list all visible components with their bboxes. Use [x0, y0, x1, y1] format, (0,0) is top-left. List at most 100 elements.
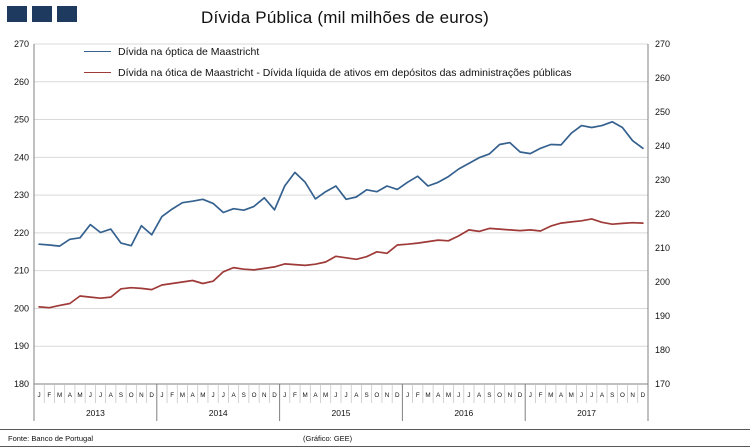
svg-text:270: 270 — [655, 39, 670, 49]
svg-text:F: F — [293, 392, 297, 399]
svg-text:220: 220 — [14, 228, 29, 238]
svg-text:J: J — [160, 392, 163, 399]
svg-text:210: 210 — [655, 243, 670, 253]
svg-text:M: M — [323, 392, 328, 399]
svg-text:S: S — [119, 392, 123, 399]
svg-text:2017: 2017 — [577, 408, 596, 418]
svg-text:J: J — [529, 392, 532, 399]
svg-text:2013: 2013 — [86, 408, 105, 418]
svg-text:J: J — [457, 392, 460, 399]
three-squares-logo — [7, 6, 77, 22]
svg-text:O: O — [497, 392, 502, 399]
svg-text:220: 220 — [655, 209, 670, 219]
svg-text:D: D — [395, 392, 400, 399]
svg-text:J: J — [38, 392, 41, 399]
svg-text:A: A — [354, 392, 359, 399]
svg-text:200: 200 — [655, 277, 670, 287]
svg-text:J: J — [222, 392, 225, 399]
source-note: Fonte: Banco de Portugal — [8, 434, 94, 443]
svg-text:A: A — [600, 392, 605, 399]
svg-text:M: M — [200, 392, 205, 399]
svg-text:270: 270 — [14, 39, 29, 49]
footer: Fonte: Banco de Portugal (Gráfico: GEE) — [0, 429, 750, 447]
svg-text:F: F — [539, 392, 543, 399]
svg-text:D: D — [272, 392, 277, 399]
legend-line-blue-icon — [84, 51, 111, 52]
svg-text:200: 200 — [14, 303, 29, 313]
svg-text:M: M — [548, 392, 553, 399]
svg-text:240: 240 — [655, 141, 670, 151]
svg-text:180: 180 — [655, 345, 670, 355]
svg-text:F: F — [47, 392, 51, 399]
svg-text:250: 250 — [655, 107, 670, 117]
svg-text:210: 210 — [14, 266, 29, 276]
svg-text:M: M — [446, 392, 451, 399]
svg-text:J: J — [345, 392, 348, 399]
svg-text:S: S — [487, 392, 491, 399]
svg-text:240: 240 — [14, 152, 29, 162]
legend-line-red-icon — [84, 72, 111, 73]
svg-text:190: 190 — [14, 341, 29, 351]
svg-text:O: O — [129, 392, 134, 399]
svg-text:A: A — [477, 392, 482, 399]
svg-text:S: S — [364, 392, 368, 399]
svg-text:N: N — [508, 392, 513, 399]
svg-text:F: F — [170, 392, 174, 399]
logo-square-icon — [32, 6, 52, 22]
svg-text:A: A — [436, 392, 441, 399]
svg-text:D: D — [149, 392, 154, 399]
svg-text:M: M — [180, 392, 185, 399]
svg-text:M: M — [303, 392, 308, 399]
svg-text:260: 260 — [655, 73, 670, 83]
chart-title: Dívida Pública (mil milhões de euros) — [200, 8, 489, 27]
svg-text:230: 230 — [655, 175, 670, 185]
logo-square-icon — [57, 6, 77, 22]
legend: Dívida na óptica de Maastricht Dívida na… — [84, 41, 571, 83]
legend-label: Dívida na óptica de Maastricht — [118, 45, 260, 58]
svg-text:J: J — [580, 392, 583, 399]
svg-text:M: M — [57, 392, 62, 399]
legend-label: Dívida na ótica de Maastricht - Dívida l… — [118, 66, 572, 79]
svg-text:F: F — [416, 392, 420, 399]
svg-text:S: S — [610, 392, 614, 399]
svg-text:A: A — [68, 392, 73, 399]
svg-text:190: 190 — [655, 311, 670, 321]
svg-text:170: 170 — [655, 379, 670, 389]
svg-text:N: N — [385, 392, 390, 399]
logo-square-icon — [7, 6, 27, 22]
svg-text:S: S — [242, 392, 246, 399]
svg-text:2014: 2014 — [209, 408, 228, 418]
svg-text:A: A — [109, 392, 114, 399]
svg-text:J: J — [590, 392, 593, 399]
svg-text:A: A — [313, 392, 318, 399]
svg-text:D: D — [641, 392, 646, 399]
svg-text:J: J — [212, 392, 215, 399]
legend-item-maastricht: Dívida na óptica de Maastricht — [84, 41, 571, 62]
svg-text:250: 250 — [14, 115, 29, 125]
credit-note: (Gráfico: GEE) — [303, 434, 353, 443]
svg-text:J: J — [406, 392, 409, 399]
svg-text:260: 260 — [14, 77, 29, 87]
svg-text:2016: 2016 — [454, 408, 473, 418]
svg-text:D: D — [518, 392, 523, 399]
svg-text:A: A — [231, 392, 236, 399]
legend-item-net-debt: Dívida na ótica de Maastricht - Dívida l… — [84, 62, 571, 83]
svg-text:O: O — [374, 392, 379, 399]
svg-text:J: J — [89, 392, 92, 399]
svg-text:230: 230 — [14, 190, 29, 200]
svg-text:N: N — [139, 392, 144, 399]
svg-text:N: N — [262, 392, 267, 399]
svg-text:A: A — [191, 392, 196, 399]
svg-text:M: M — [569, 392, 574, 399]
svg-text:M: M — [425, 392, 430, 399]
svg-text:2015: 2015 — [332, 408, 351, 418]
svg-text:J: J — [467, 392, 470, 399]
svg-text:J: J — [334, 392, 337, 399]
svg-text:A: A — [559, 392, 564, 399]
svg-text:O: O — [252, 392, 257, 399]
svg-text:N: N — [630, 392, 635, 399]
svg-text:J: J — [283, 392, 286, 399]
svg-text:180: 180 — [14, 379, 29, 389]
